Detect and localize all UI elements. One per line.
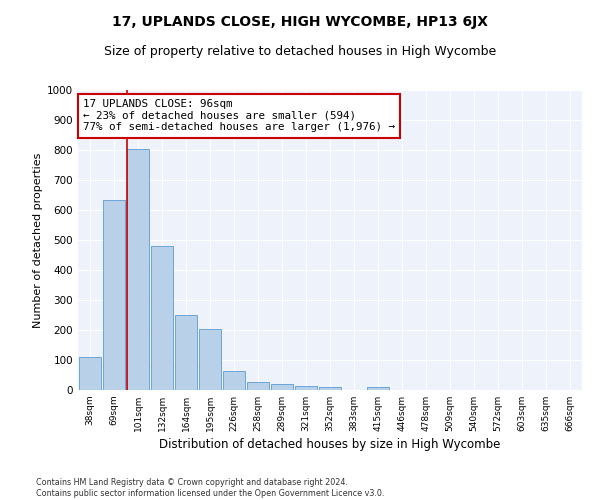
Bar bbox=[367, 387, 389, 390]
Text: 17 UPLANDS CLOSE: 96sqm
← 23% of detached houses are smaller (594)
77% of semi-d: 17 UPLANDS CLOSE: 96sqm ← 23% of detache… bbox=[83, 99, 395, 132]
Text: Contains HM Land Registry data © Crown copyright and database right 2024.
Contai: Contains HM Land Registry data © Crown c… bbox=[36, 478, 385, 498]
Text: Size of property relative to detached houses in High Wycombe: Size of property relative to detached ho… bbox=[104, 45, 496, 58]
Text: 17, UPLANDS CLOSE, HIGH WYCOMBE, HP13 6JX: 17, UPLANDS CLOSE, HIGH WYCOMBE, HP13 6J… bbox=[112, 15, 488, 29]
Bar bbox=[175, 315, 197, 390]
Bar bbox=[79, 357, 101, 390]
Bar bbox=[199, 329, 221, 390]
Bar bbox=[247, 382, 269, 390]
Bar bbox=[271, 384, 293, 390]
Y-axis label: Number of detached properties: Number of detached properties bbox=[33, 152, 43, 328]
Bar bbox=[151, 246, 173, 390]
Bar bbox=[319, 387, 341, 390]
X-axis label: Distribution of detached houses by size in High Wycombe: Distribution of detached houses by size … bbox=[160, 438, 500, 451]
Bar bbox=[127, 148, 149, 390]
Bar bbox=[295, 386, 317, 390]
Bar bbox=[223, 372, 245, 390]
Bar bbox=[103, 200, 125, 390]
